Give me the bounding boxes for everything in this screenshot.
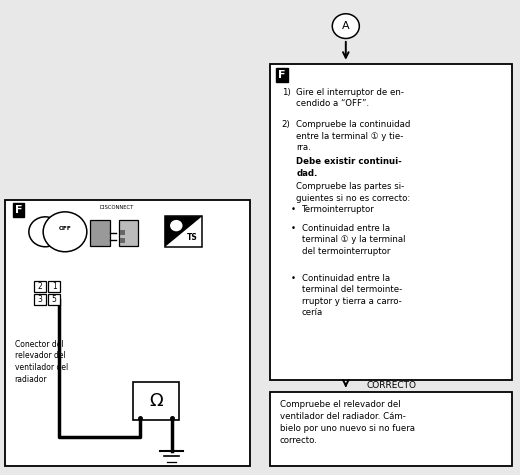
Bar	[90, 220, 110, 246]
Text: •: •	[291, 205, 296, 214]
Text: Conector del
relevador del
ventilador del
radiador: Conector del relevador del ventilador de…	[15, 340, 68, 384]
Polygon shape	[165, 216, 202, 247]
Text: Debe existir continui-
dad.: Debe existir continui- dad.	[296, 157, 402, 178]
Bar	[133, 382, 179, 420]
Text: Compruebe la continuidad
entre la terminal ① y tie-
rra.: Compruebe la continuidad entre la termin…	[296, 120, 411, 152]
Text: Ω: Ω	[149, 392, 163, 410]
Text: Continuidad entre la
terminal del termointe-
rruptor y tierra a carro-
cería: Continuidad entre la terminal del termoi…	[302, 274, 402, 317]
Bar	[34, 294, 46, 305]
Text: •: •	[291, 274, 296, 283]
Bar	[34, 281, 46, 292]
Text: F: F	[278, 70, 285, 80]
Text: 1): 1)	[282, 88, 291, 97]
Bar	[48, 281, 60, 292]
Bar	[165, 216, 202, 247]
Text: CORRECTO: CORRECTO	[367, 381, 417, 390]
Text: Gire el interruptor de en-
cendido a “OFF”.: Gire el interruptor de en- cendido a “OF…	[296, 88, 405, 108]
Text: 3: 3	[37, 295, 43, 304]
Bar	[119, 220, 138, 246]
Circle shape	[43, 212, 87, 252]
Text: 1: 1	[51, 282, 57, 291]
Text: F: F	[15, 205, 22, 215]
Bar	[120, 230, 125, 235]
Circle shape	[29, 217, 62, 247]
Text: 2): 2)	[282, 120, 291, 129]
Text: TS: TS	[187, 233, 198, 242]
Text: OFF: OFF	[59, 227, 71, 231]
Bar	[270, 64, 512, 380]
Text: 5: 5	[51, 295, 57, 304]
Text: Continuidad entre la
terminal ① y la terminal
del termointerruptor: Continuidad entre la terminal ① y la ter…	[302, 224, 405, 256]
Bar	[5, 200, 250, 466]
Text: Compruebe las partes si-
guientes si no es correcto:: Compruebe las partes si- guientes si no …	[296, 182, 411, 203]
Bar	[48, 294, 60, 305]
Text: •: •	[291, 224, 296, 233]
Bar	[120, 238, 125, 243]
Text: A: A	[342, 21, 349, 31]
Text: Compruebe el relevador del
ventilador del radiador. Cám-
bielo por uno nuevo si : Compruebe el relevador del ventilador de…	[280, 400, 415, 445]
Circle shape	[170, 220, 183, 231]
Text: DISCONNECT: DISCONNECT	[100, 205, 134, 209]
Text: 2: 2	[37, 282, 43, 291]
Bar	[270, 392, 512, 466]
Circle shape	[332, 14, 359, 38]
Text: Termointerruptor: Termointerruptor	[302, 205, 374, 214]
